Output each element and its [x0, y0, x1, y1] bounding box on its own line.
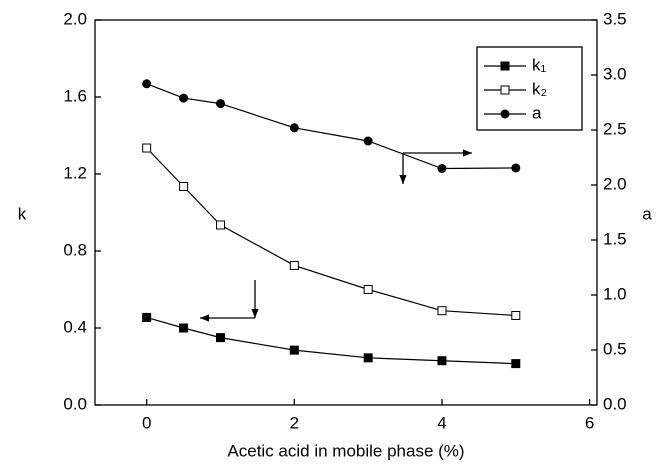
- series-line: [146, 83, 516, 170]
- legend-marker: [500, 109, 510, 119]
- point: [142, 312, 152, 322]
- point: [363, 285, 373, 294]
- point: [363, 136, 373, 146]
- point: [511, 359, 521, 369]
- y2-tick-label: 3.0: [603, 64, 627, 83]
- y2-tick-label: 1.5: [603, 229, 627, 248]
- point: [216, 333, 225, 343]
- point: [437, 164, 447, 173]
- x-tick-label: 2: [290, 413, 299, 432]
- series-line: [146, 316, 516, 365]
- x-tick-label: 6: [585, 413, 594, 432]
- y-tick-label: 0.0: [63, 394, 87, 413]
- point: [179, 182, 189, 192]
- point: [142, 143, 152, 153]
- y2-axis-title: a: [642, 204, 652, 223]
- point: [216, 220, 225, 230]
- legend-marker: [500, 61, 510, 71]
- point: [142, 79, 152, 89]
- y2-tick-label: 2.0: [603, 174, 627, 193]
- legend-label: k₁: [532, 55, 547, 74]
- legend-label: k₂: [532, 79, 547, 98]
- y-tick-label: 1.2: [63, 163, 87, 182]
- point: [179, 93, 189, 103]
- y2-tick-label: 0.5: [603, 339, 627, 358]
- point: [216, 99, 225, 109]
- plot-frame: [94, 19, 598, 406]
- point: [289, 345, 299, 355]
- annotation-arrows: [200, 149, 472, 322]
- point: [511, 310, 521, 320]
- point: [437, 356, 447, 366]
- x-tick-label: 0: [142, 413, 151, 432]
- legend-marker: [500, 85, 510, 95]
- point: [179, 323, 189, 333]
- series-line: [146, 147, 516, 317]
- y2-tick-label: 1.0: [603, 284, 627, 303]
- y2-tick-label: 3.5: [603, 9, 627, 28]
- y2-tick-label: 2.5: [603, 119, 627, 138]
- point: [363, 353, 373, 363]
- point: [289, 123, 299, 133]
- point: [511, 163, 521, 173]
- point: [289, 260, 299, 270]
- y-tick-label: 1.6: [63, 86, 87, 105]
- y-tick-label: 2.0: [63, 9, 87, 28]
- y2-tick-label: 0.0: [603, 394, 627, 413]
- y-tick-label: 0.4: [63, 317, 87, 336]
- legend-box: [476, 46, 583, 131]
- y-tick-label: 0.8: [63, 240, 87, 259]
- point: [437, 306, 447, 316]
- y-axis-title: k: [18, 204, 27, 223]
- legend-label: a: [532, 103, 542, 122]
- x-axis-title: Acetic acid in mobile phase (%): [227, 441, 464, 460]
- x-tick-label: 4: [437, 413, 446, 432]
